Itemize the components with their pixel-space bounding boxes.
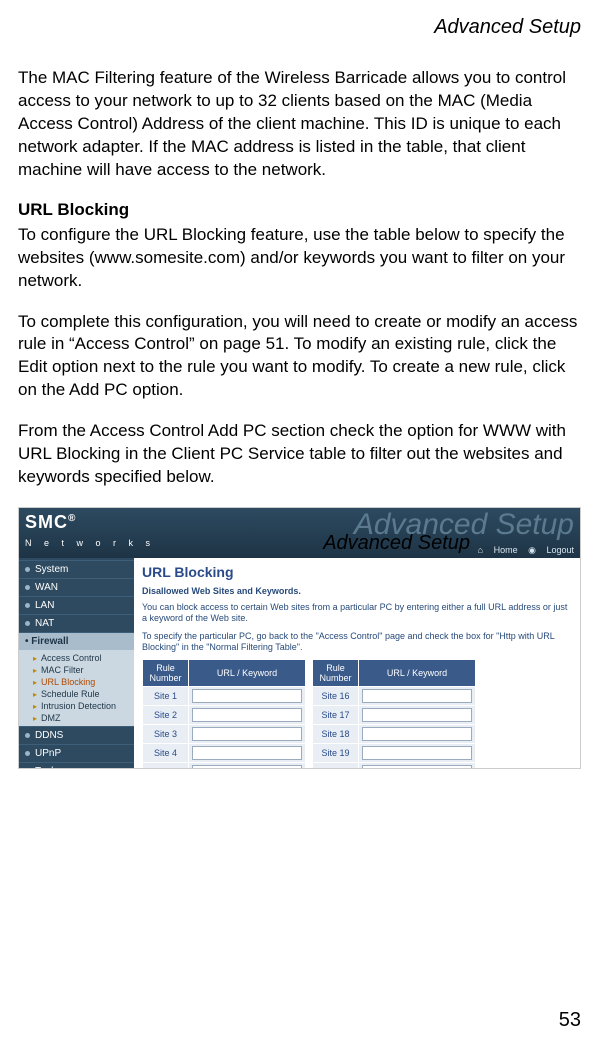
sidebar-sub-url-blocking[interactable]: URL Blocking (33, 676, 134, 688)
home-link[interactable]: ⌂ Home (478, 545, 518, 555)
logout-link[interactable]: ◉ Logout (528, 545, 574, 555)
paragraph-access-control: To complete this configuration, you will… (18, 311, 581, 403)
sidebar-sub-dmz[interactable]: DMZ (33, 712, 134, 724)
row-label: Site 5 (143, 763, 189, 769)
url-input-5[interactable] (192, 765, 302, 768)
url-input-17[interactable] (362, 708, 472, 722)
content-para1: You can block access to certain Web site… (142, 602, 572, 625)
row-label: Site 2 (143, 706, 189, 725)
url-input-20[interactable] (362, 765, 472, 768)
th-url-left: URL / Keyword (189, 660, 306, 687)
row-label: Site 3 (143, 725, 189, 744)
sidebar-item-tools[interactable]: Tools (19, 762, 134, 769)
url-table-left: Rule Number URL / Keyword Site 1 Site 2 … (142, 659, 306, 768)
row-label: Site 18 (313, 725, 359, 744)
paragraph-add-pc: From the Access Control Add PC section c… (18, 420, 581, 489)
th-url-right: URL / Keyword (359, 660, 476, 687)
url-input-18[interactable] (362, 727, 472, 741)
router-ui-screenshot: SMC® N e t w o r k s Advanced Setup Adva… (18, 507, 581, 769)
page-number: 53 (559, 1009, 581, 1032)
url-input-16[interactable] (362, 689, 472, 703)
sidebar-item-upnp[interactable]: UPnP (19, 744, 134, 762)
ghost-title-fg: Advanced Setup (323, 532, 470, 555)
row-label: Site 19 (313, 744, 359, 763)
paragraph-mac-filtering: The MAC Filtering feature of the Wireles… (18, 67, 581, 182)
sidebar-sub-schedule-rule[interactable]: Schedule Rule (33, 688, 134, 700)
url-input-19[interactable] (362, 746, 472, 760)
content-subtitle: Disallowed Web Sites and Keywords. (142, 586, 572, 596)
url-input-2[interactable] (192, 708, 302, 722)
row-label: Site 4 (143, 744, 189, 763)
url-input-4[interactable] (192, 746, 302, 760)
url-tables: Rule Number URL / Keyword Site 1 Site 2 … (142, 659, 572, 768)
sidebar-sub-mac-filter[interactable]: MAC Filter (33, 664, 134, 676)
row-label: Site 16 (313, 687, 359, 706)
th-rule-right: Rule Number (313, 660, 359, 687)
sidebar-sub-access-control[interactable]: Access Control (33, 652, 134, 664)
heading-url-blocking: URL Blocking (18, 200, 581, 220)
sidebar-item-wan[interactable]: WAN (19, 578, 134, 596)
sidebar-sub-intrusion[interactable]: Intrusion Detection (33, 700, 134, 712)
sidebar-sub-wrap: Access Control MAC Filter URL Blocking S… (19, 650, 134, 726)
row-label: Site 17 (313, 706, 359, 725)
row-label: Site 20 (313, 763, 359, 769)
url-table-right: Rule Number URL / Keyword Site 16 Site 1… (312, 659, 476, 768)
sidebar-item-system[interactable]: System (19, 560, 134, 578)
content-para2: To specify the particular PC, go back to… (142, 631, 572, 654)
sidebar-item-firewall[interactable]: • Firewall (19, 632, 134, 650)
sidebar-item-ddns[interactable]: DDNS (19, 726, 134, 744)
url-input-3[interactable] (192, 727, 302, 741)
router-top-banner: SMC® N e t w o r k s Advanced Setup Adva… (19, 508, 580, 558)
router-sidebar: System WAN LAN NAT • Firewall Access Con… (19, 558, 134, 768)
sidebar-item-nat[interactable]: NAT (19, 614, 134, 632)
router-content: URL Blocking Disallowed Web Sites and Ke… (134, 558, 580, 768)
paragraph-url-intro: To configure the URL Blocking feature, u… (18, 224, 581, 293)
url-input-1[interactable] (192, 689, 302, 703)
top-links: ⌂ Home ◉ Logout (470, 545, 574, 556)
th-rule-left: Rule Number (143, 660, 189, 687)
networks-label: N e t w o r k s (25, 538, 155, 548)
smc-logo: SMC® (25, 512, 76, 533)
page-header: Advanced Setup (18, 16, 581, 39)
sidebar-item-lan[interactable]: LAN (19, 596, 134, 614)
content-title: URL Blocking (142, 564, 572, 580)
row-label: Site 1 (143, 687, 189, 706)
